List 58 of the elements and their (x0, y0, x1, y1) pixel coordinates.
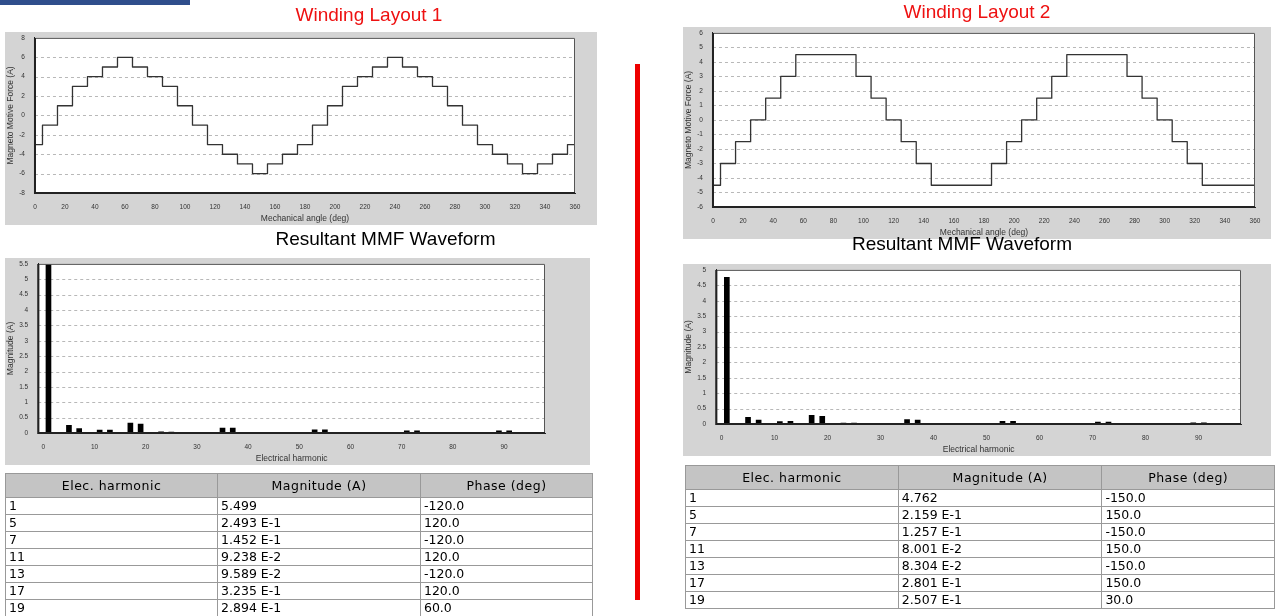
x-axis-title: Electrical harmonic (942, 444, 1016, 455)
y-axis-title: Magnitude (A) (5, 321, 16, 376)
data-label: 2.159 E-1 (898, 506, 1102, 524)
data-label: 120.0 (420, 514, 593, 532)
category-label: 7 (685, 523, 899, 541)
data-label: 5.499 (217, 497, 421, 515)
category-label: 17 (5, 582, 218, 600)
category-label: 17 (685, 574, 899, 592)
category-label: 7 (5, 531, 218, 549)
data-label: 2.894 E-1 (217, 599, 421, 616)
category-label: 11 (5, 548, 218, 566)
data-label: -120.0 (420, 565, 593, 583)
data-label: -120.0 (420, 531, 593, 549)
category-label: 1 (685, 489, 899, 507)
data-label: 150.0 (1101, 540, 1275, 558)
y-axis-title: Magneto Motive Force (A) (683, 70, 694, 170)
category-label: 5 (5, 514, 218, 532)
data-label: 8.304 E-2 (898, 557, 1102, 575)
text: Magnitude (A) (898, 465, 1102, 490)
series-label: Phase (deg) (1101, 465, 1275, 490)
text: Elec. harmonic (685, 465, 899, 490)
y-axis-title: Magnitude (A) (683, 320, 694, 374)
chart-title: Winding Layout 2 (902, 1, 1052, 23)
text: Magnitude (A) (217, 473, 421, 498)
category-label: 19 (5, 599, 218, 616)
chart-title: Resultant MMF Waveform (274, 228, 497, 250)
data-label: -120.0 (420, 497, 593, 515)
data-label: 2.507 E-1 (898, 591, 1102, 609)
data-label: 9.238 E-2 (217, 548, 421, 566)
data-label: 150.0 (1101, 574, 1275, 592)
data-label: 120.0 (420, 582, 593, 600)
data-label: -150.0 (1101, 489, 1275, 507)
data-label: -150.0 (1101, 523, 1275, 541)
data-label: 150.0 (1101, 506, 1275, 524)
category-label: 11 (685, 540, 899, 558)
data-label: 2.801 E-1 (898, 574, 1102, 592)
data-label: 9.589 E-2 (217, 565, 421, 583)
data-label: 3.235 E-1 (217, 582, 421, 600)
category-label: 13 (685, 557, 899, 575)
data-label: 60.0 (420, 599, 593, 616)
data-label: 4.762 (898, 489, 1102, 507)
category-label: 13 (5, 565, 218, 583)
text: Elec. harmonic (5, 473, 218, 498)
y-axis-title: Magneto Motive Force (A) (5, 66, 16, 165)
x-axis-title: Electrical harmonic (255, 453, 329, 464)
data-label: -150.0 (1101, 557, 1275, 575)
data-label: 120.0 (420, 548, 593, 566)
category-label: 19 (685, 591, 899, 609)
data-label: 1.257 E-1 (898, 523, 1102, 541)
category-label: 5 (685, 506, 899, 524)
x-axis-title: Mechanical angle (deg) (260, 213, 350, 224)
data-label: 8.001 E-2 (898, 540, 1102, 558)
series-label: Phase (deg) (420, 473, 593, 498)
data-label: 1.452 E-1 (217, 531, 421, 549)
data-label: 30.0 (1101, 591, 1275, 609)
data-label: 2.493 E-1 (217, 514, 421, 532)
chart-title: Winding Layout 1 (294, 4, 444, 26)
category-label: 1 (5, 497, 218, 515)
